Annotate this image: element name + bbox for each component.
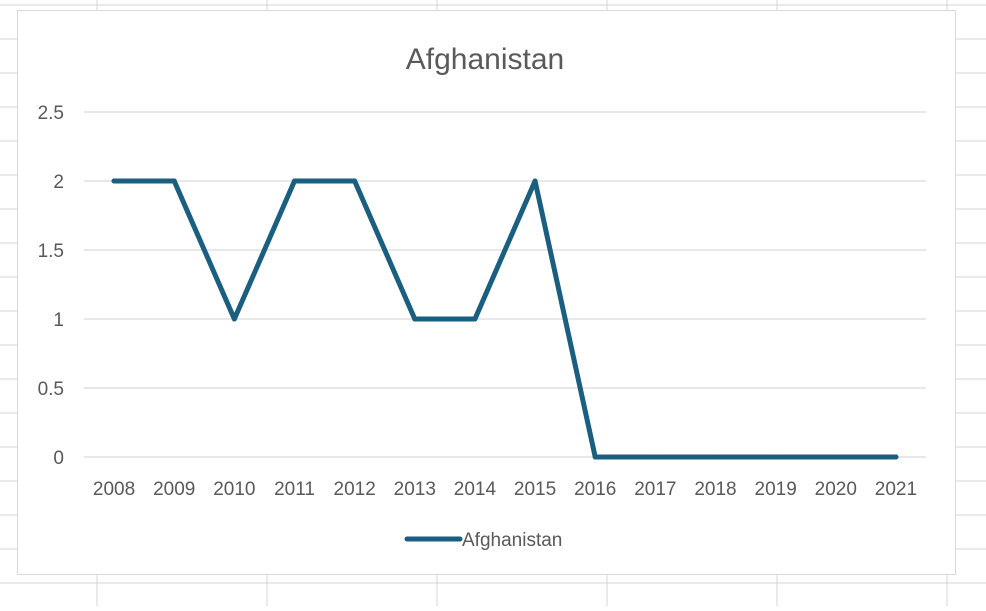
chart-area[interactable]: Afghanistan 0 0.5 1 1.5 2 2.5 2008 2009 2010 201…	[17, 10, 956, 575]
data-point[interactable]	[231, 316, 237, 322]
x-tick-label: 2010	[213, 479, 255, 500]
legend[interactable]: Afghanistan	[404, 530, 562, 551]
x-tick-label: 2012	[334, 479, 376, 500]
x-tick-label: 2019	[755, 479, 797, 500]
data-point[interactable]	[592, 454, 598, 460]
data-point[interactable]	[412, 316, 418, 322]
x-tick-label: 2020	[815, 479, 857, 500]
y-axis-tick-labels: 0 0.5 1 1.5 2 2.5	[38, 103, 64, 469]
data-point[interactable]	[833, 454, 839, 460]
data-point[interactable]	[532, 178, 538, 184]
series-line-afghanistan[interactable]	[111, 178, 899, 460]
data-point[interactable]	[292, 178, 297, 184]
series-layer	[111, 178, 899, 460]
x-tick-label: 2014	[454, 479, 497, 500]
data-point[interactable]	[352, 178, 358, 184]
y-tick-label: 2.5	[38, 103, 64, 124]
y-tick-label: 1.5	[38, 241, 64, 262]
x-tick-label: 2009	[153, 479, 195, 500]
x-tick-label: 2021	[875, 479, 917, 500]
data-point[interactable]	[652, 454, 658, 460]
gridlines	[84, 111, 926, 458]
x-tick-label: 2018	[694, 479, 736, 500]
x-tick-label: 2011	[274, 479, 315, 500]
x-tick-label: 2013	[394, 479, 436, 500]
x-tick-label: 2008	[93, 479, 135, 500]
data-point[interactable]	[893, 454, 899, 460]
line-chart: Afghanistan 0 0.5 1 1.5 2 2.5 2008 2009 2010 201…	[38, 43, 926, 551]
data-point[interactable]	[111, 178, 117, 184]
data-point[interactable]	[773, 454, 779, 460]
y-tick-label: 2	[53, 172, 64, 193]
chart-title: Afghanistan	[406, 43, 564, 76]
y-tick-label: 1	[53, 310, 64, 331]
x-tick-label: 2015	[514, 479, 556, 500]
y-tick-label: 0	[53, 448, 64, 469]
y-tick-label: 0.5	[38, 379, 64, 400]
data-point[interactable]	[713, 454, 718, 460]
x-axis-tick-labels: 2008 2009 2010 2011 2012 2013 2014 2015 2016 2017…	[93, 479, 917, 500]
x-tick-label: 2016	[574, 479, 616, 500]
data-point[interactable]	[472, 316, 478, 322]
data-point[interactable]	[171, 178, 177, 184]
x-tick-label: 2017	[634, 479, 676, 500]
legend-label-afghanistan: Afghanistan	[462, 530, 562, 551]
